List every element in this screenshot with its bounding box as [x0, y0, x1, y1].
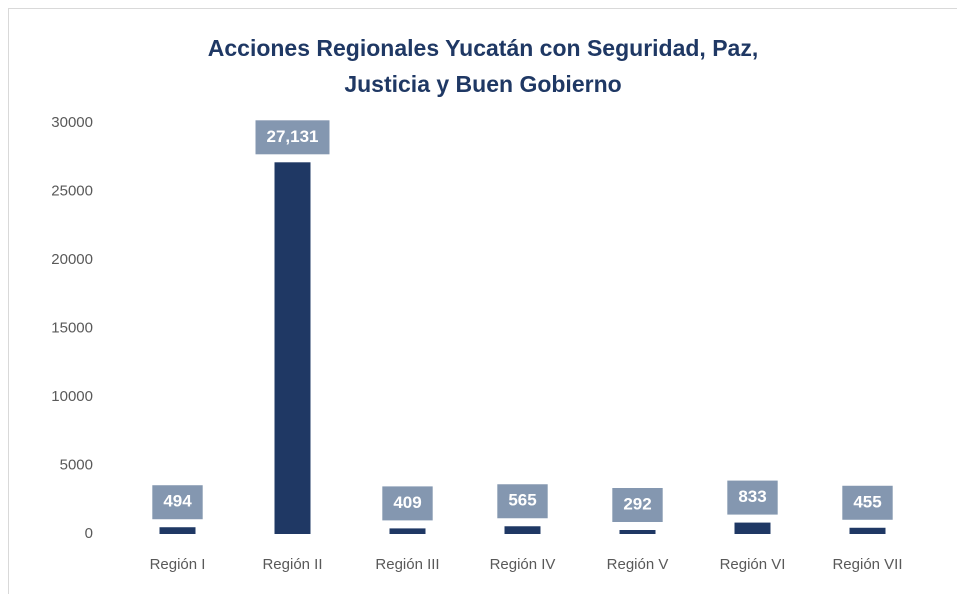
y-tick-label: 10000 [51, 388, 93, 405]
bar [735, 523, 771, 534]
chart-title: Acciones Regionales Yucatán con Segurida… [208, 35, 758, 61]
data-label: 455 [853, 492, 881, 511]
chart-title: Justicia y Buen Gobierno [344, 71, 621, 97]
x-tick-label: Región III [375, 556, 439, 573]
x-tick-label: Región V [607, 556, 669, 573]
y-tick-label: 15000 [51, 319, 93, 336]
x-tick-label: Región VI [720, 556, 786, 573]
x-tick-label: Región IV [490, 556, 556, 573]
bar [275, 162, 311, 534]
bar [620, 530, 656, 534]
x-tick-label: Región VII [832, 556, 902, 573]
y-tick-label: 0 [85, 525, 93, 542]
bar [390, 528, 426, 534]
data-label: 292 [623, 494, 651, 513]
y-tick-label: 5000 [60, 456, 93, 473]
x-tick-label: Región I [150, 556, 206, 573]
y-tick-label: 30000 [51, 114, 93, 131]
data-label: 565 [508, 491, 536, 510]
data-label: 27,131 [267, 127, 319, 146]
bar [160, 527, 196, 534]
data-label: 833 [738, 487, 766, 506]
y-tick-label: 25000 [51, 182, 93, 199]
bar [505, 526, 541, 534]
y-tick-label: 20000 [51, 251, 93, 268]
data-label: 409 [393, 493, 421, 512]
x-tick-label: Región II [262, 556, 322, 573]
bar [850, 528, 886, 534]
data-label: 494 [163, 492, 192, 511]
